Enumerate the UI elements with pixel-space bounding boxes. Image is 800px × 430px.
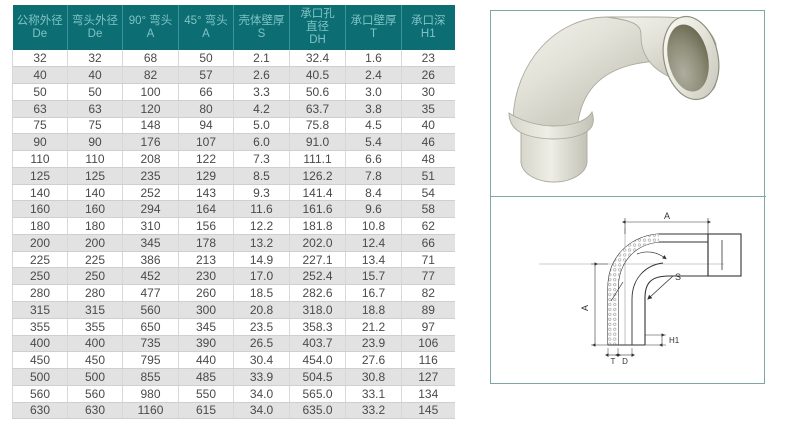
svg-text:H1: H1 xyxy=(669,336,680,345)
svg-text:A: A xyxy=(664,211,670,221)
svg-text:T: T xyxy=(611,357,616,366)
svg-text:D: D xyxy=(622,357,628,366)
svg-text:S: S xyxy=(675,272,681,282)
svg-text:A: A xyxy=(580,305,590,311)
